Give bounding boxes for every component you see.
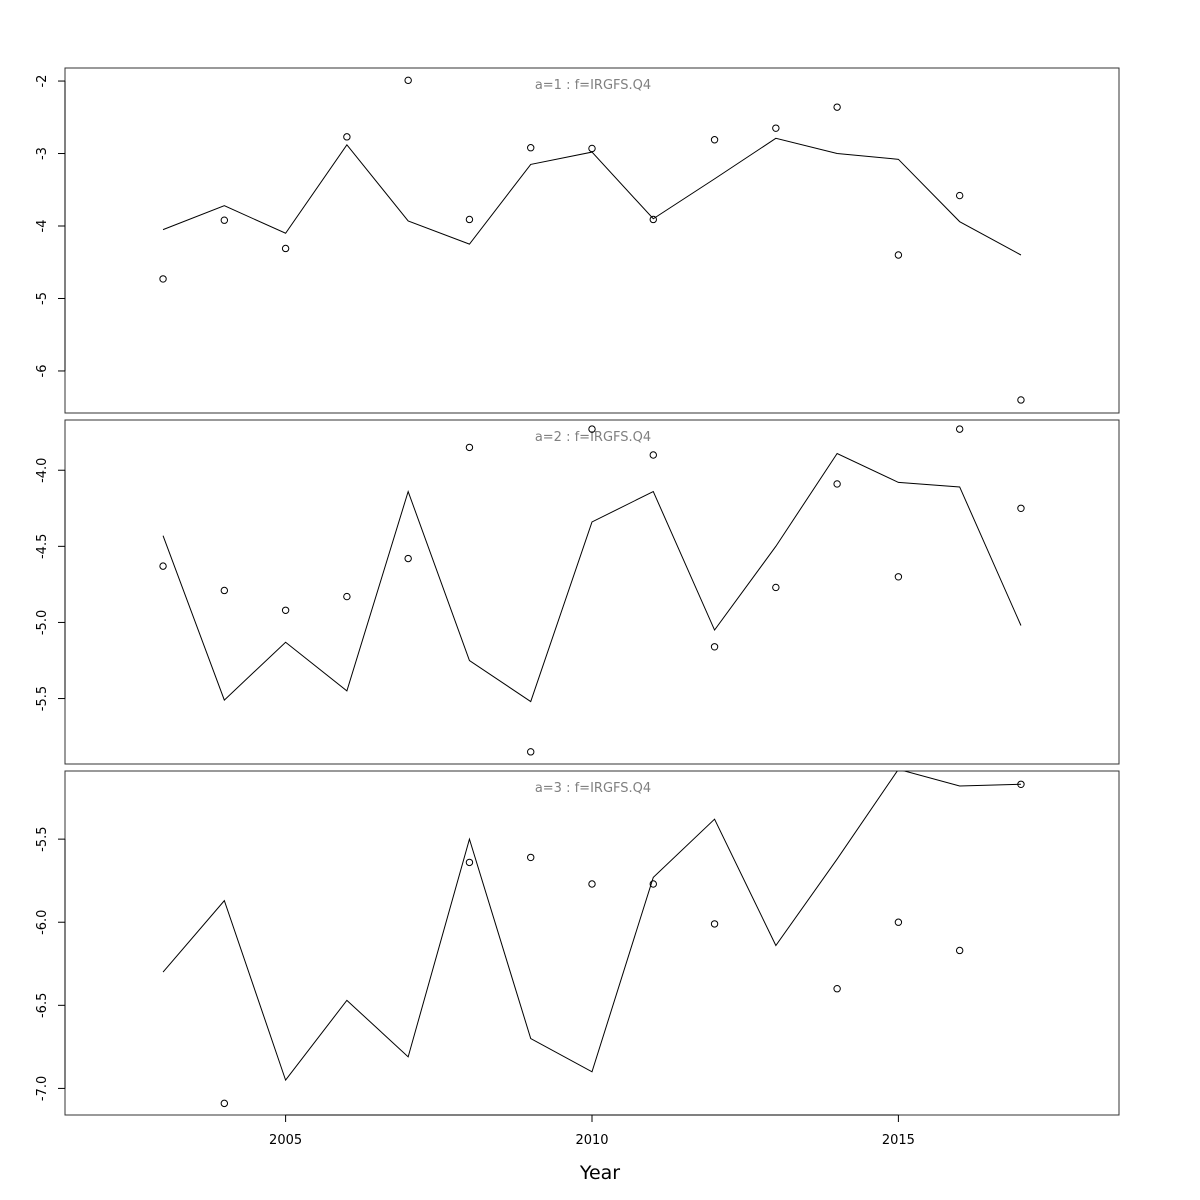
fitted-line xyxy=(162,137,1022,256)
x-axis-title: Year xyxy=(579,1162,620,1184)
observed-point xyxy=(833,985,841,993)
observed-point xyxy=(343,592,351,601)
observed-point xyxy=(527,748,535,756)
observed-point xyxy=(159,562,167,570)
panel-title: a=2 : f=IRGFS.Q4 xyxy=(535,430,651,445)
observed-point xyxy=(710,643,719,651)
y-tick-label: -4.0 xyxy=(35,458,50,483)
observed-point xyxy=(220,216,229,224)
fitted-line xyxy=(162,771,1021,1082)
observed-point xyxy=(894,573,903,581)
y-tick-label: -5.5 xyxy=(35,826,50,851)
observed-point xyxy=(710,920,719,928)
plot-area xyxy=(159,76,1025,404)
panel-2: a=2 : f=IRGFS.Q4 -4.0 -4.5 -5.0 -5.5 xyxy=(35,419,1120,765)
observed-point xyxy=(772,124,780,132)
observed-point xyxy=(894,251,903,259)
observed-point xyxy=(281,606,290,614)
y-tick-label: -6 xyxy=(35,364,50,377)
x-tick-label: 2010 xyxy=(575,1133,608,1148)
plot-area xyxy=(159,425,1025,756)
y-tick-label: -6.5 xyxy=(35,993,50,1018)
observed-point xyxy=(159,275,167,283)
observed-point xyxy=(343,133,351,141)
y-tick-label: -7.0 xyxy=(35,1076,50,1101)
observed-point xyxy=(1017,396,1025,404)
observed-point xyxy=(588,144,596,153)
plot-area xyxy=(162,771,1025,1108)
x-axis: 2005 2010 2015 xyxy=(269,1114,915,1148)
y-tick-label: -2 xyxy=(35,75,50,88)
y-tick-label: -3 xyxy=(35,147,50,160)
panel-3: a=3 : f=IRGFS.Q4 -5.5 -6.0 -6.5 -7.0 xyxy=(35,770,1120,1116)
observed-point xyxy=(465,215,474,224)
observed-point xyxy=(955,191,964,200)
observed-point xyxy=(649,880,657,888)
observed-point xyxy=(588,880,596,888)
y-tick-label: -5 xyxy=(35,292,50,305)
observed-point xyxy=(955,946,964,955)
observed-point xyxy=(281,244,290,253)
y-axis: -5.5 -6.0 -6.5 -7.0 xyxy=(35,826,66,1101)
observed-point xyxy=(404,554,412,563)
x-tick-label: 2005 xyxy=(269,1133,302,1148)
panel-frame xyxy=(64,419,1120,765)
observed-point xyxy=(649,451,657,459)
observed-point xyxy=(833,103,841,111)
panel-title: a=1 : f=IRGFS.Q4 xyxy=(535,78,651,93)
y-tick-label: -6.0 xyxy=(35,910,50,935)
panels-layer: a=1 : f=IRGFS.Q4 -2 -3 -4 -5 -6 a=2 : f=IRGFS.… xyxy=(35,67,1120,1116)
observed-point xyxy=(955,425,964,433)
observed-point xyxy=(220,1099,229,1108)
panel-frame xyxy=(64,770,1120,1116)
observed-point xyxy=(404,76,412,85)
y-axis: -4.0 -4.5 -5.0 -5.5 xyxy=(35,458,66,711)
observed-point xyxy=(833,480,841,488)
panel-frame xyxy=(64,67,1120,414)
panel-title: a=3 : f=IRGFS.Q4 xyxy=(535,781,651,796)
panel-1: a=1 : f=IRGFS.Q4 -2 -3 -4 -5 -6 xyxy=(35,67,1120,414)
observed-point xyxy=(465,858,474,867)
observed-point xyxy=(465,443,474,452)
observed-point xyxy=(772,583,780,592)
observed-point xyxy=(588,425,596,433)
fitted-line xyxy=(162,452,1022,703)
observed-point xyxy=(894,918,903,926)
x-tick-label: 2015 xyxy=(882,1133,915,1148)
y-tick-label: -4.5 xyxy=(35,534,50,559)
observed-point xyxy=(220,586,229,595)
observed-point xyxy=(527,144,535,152)
y-tick-label: -5.0 xyxy=(35,610,50,635)
y-axis: -2 -3 -4 -5 -6 xyxy=(35,75,66,377)
y-tick-label: -4 xyxy=(35,220,50,233)
observed-point xyxy=(1017,504,1025,512)
observed-point xyxy=(527,853,535,862)
observed-point xyxy=(1017,780,1025,788)
observed-point xyxy=(649,215,657,224)
observed-point xyxy=(710,136,719,144)
y-tick-label: -5.5 xyxy=(35,686,50,711)
